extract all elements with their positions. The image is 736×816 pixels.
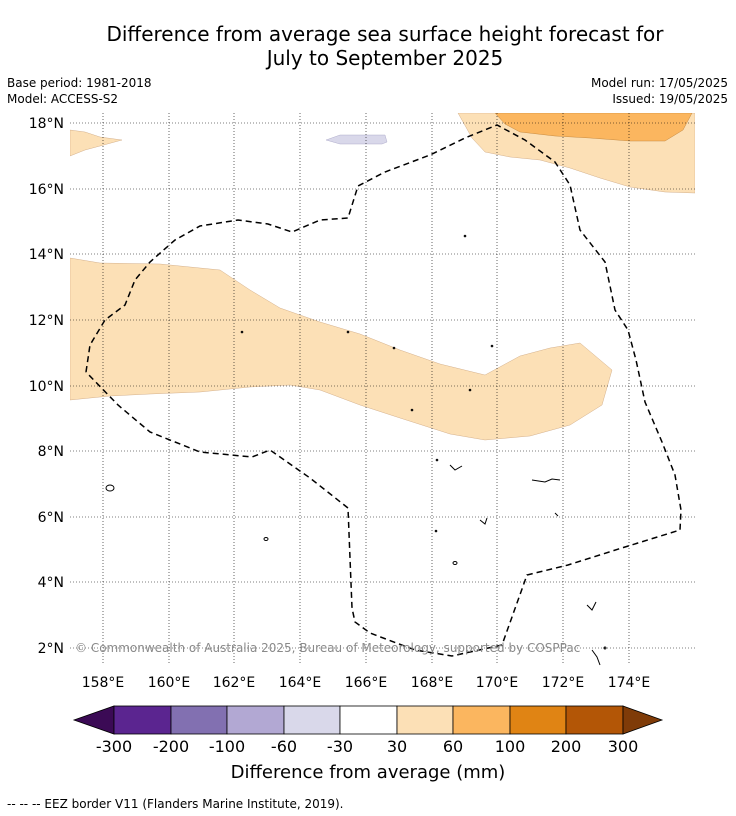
anomaly-ne-60-100 bbox=[494, 113, 693, 142]
colorbar-swatch bbox=[113, 705, 172, 735]
model-name: Model: ACCESS-S2 bbox=[7, 92, 119, 106]
lon-label: 162°E bbox=[213, 675, 256, 691]
chart-title: Difference from average sea surface heig… bbox=[40, 22, 730, 70]
colorbar-label: 100 bbox=[494, 737, 526, 756]
colorbar-arrow-high bbox=[622, 705, 664, 735]
colorbar-swatch bbox=[452, 705, 511, 735]
lat-labels: 18°N 16°N 14°N 12°N 10°N 8°N 6°N 4°N 2°N bbox=[29, 116, 64, 657]
meta-left: Base period: 1981-2018 Model: ACCESS-S2 bbox=[7, 75, 152, 107]
copyright-notice: © Commonwealth of Australia 2025, Bureau… bbox=[75, 641, 581, 655]
lon-label: 168°E bbox=[411, 675, 454, 691]
lon-label: 170°E bbox=[476, 675, 519, 691]
lat-label: 8°N bbox=[38, 444, 64, 460]
lat-label: 10°N bbox=[29, 379, 64, 395]
anomaly-negative-patch bbox=[325, 134, 388, 145]
colorbar-label: 30 bbox=[386, 737, 408, 756]
footnote: -- -- -- EEZ border V11 (Flanders Marine… bbox=[7, 797, 344, 811]
colorbar-label: -300 bbox=[95, 737, 133, 756]
lon-label: 172°E bbox=[542, 675, 585, 691]
lat-label: 14°N bbox=[29, 247, 64, 263]
anomaly-fill bbox=[70, 113, 695, 441]
colorbar-title: Difference from average (mm) bbox=[230, 762, 506, 783]
lon-label: 160°E bbox=[148, 675, 191, 691]
colorbar bbox=[72, 705, 664, 735]
lon-label: 164°E bbox=[279, 675, 322, 691]
colorbar-swatch bbox=[509, 705, 567, 735]
colorbar-swatch bbox=[170, 705, 228, 735]
lon-label: 166°E bbox=[345, 675, 388, 691]
lon-label: 174°E bbox=[608, 675, 651, 691]
islands bbox=[105, 234, 607, 666]
colorbar-swatch bbox=[226, 705, 285, 735]
lon-label: 158°E bbox=[82, 675, 125, 691]
lat-label: 16°N bbox=[29, 182, 64, 198]
colorbar-swatch bbox=[339, 705, 398, 735]
issued-date: Issued: 19/05/2025 bbox=[612, 92, 728, 106]
colorbar-label: 200 bbox=[550, 737, 582, 756]
colorbar-label: 300 bbox=[607, 737, 639, 756]
colorbar-label: -200 bbox=[152, 737, 190, 756]
lat-label: 6°N bbox=[38, 510, 64, 526]
colorbar-swatch bbox=[396, 705, 454, 735]
meta-right: Model run: 17/05/2025 Issued: 19/05/2025 bbox=[591, 75, 728, 107]
lat-label: 4°N bbox=[38, 575, 64, 591]
colorbar-label: 60 bbox=[442, 737, 464, 756]
anomaly-band-30-60 bbox=[70, 257, 613, 441]
gridlines bbox=[70, 113, 695, 664]
colorbar-label: -60 bbox=[270, 737, 298, 756]
colorbar-label: -30 bbox=[326, 737, 354, 756]
anomaly-nw-30-60 bbox=[70, 129, 123, 157]
title-line-1: Difference from average sea surface heig… bbox=[106, 22, 664, 46]
lat-label: 2°N bbox=[38, 641, 64, 657]
lat-label: 12°N bbox=[29, 313, 64, 329]
lat-label: 18°N bbox=[29, 116, 64, 132]
colorbar-label: -100 bbox=[208, 737, 246, 756]
lon-labels: 158°E 160°E 162°E 164°E 166°E 168°E 170°… bbox=[82, 675, 651, 691]
eez-border bbox=[85, 124, 682, 657]
title-line-2: July to September 2025 bbox=[266, 46, 504, 70]
colorbar-swatch bbox=[283, 705, 341, 735]
model-run: Model run: 17/05/2025 bbox=[590, 76, 728, 90]
colorbar-arrow-low bbox=[72, 705, 115, 735]
colorbar-swatch bbox=[565, 705, 624, 735]
base-period: Base period: 1981-2018 bbox=[7, 76, 152, 90]
